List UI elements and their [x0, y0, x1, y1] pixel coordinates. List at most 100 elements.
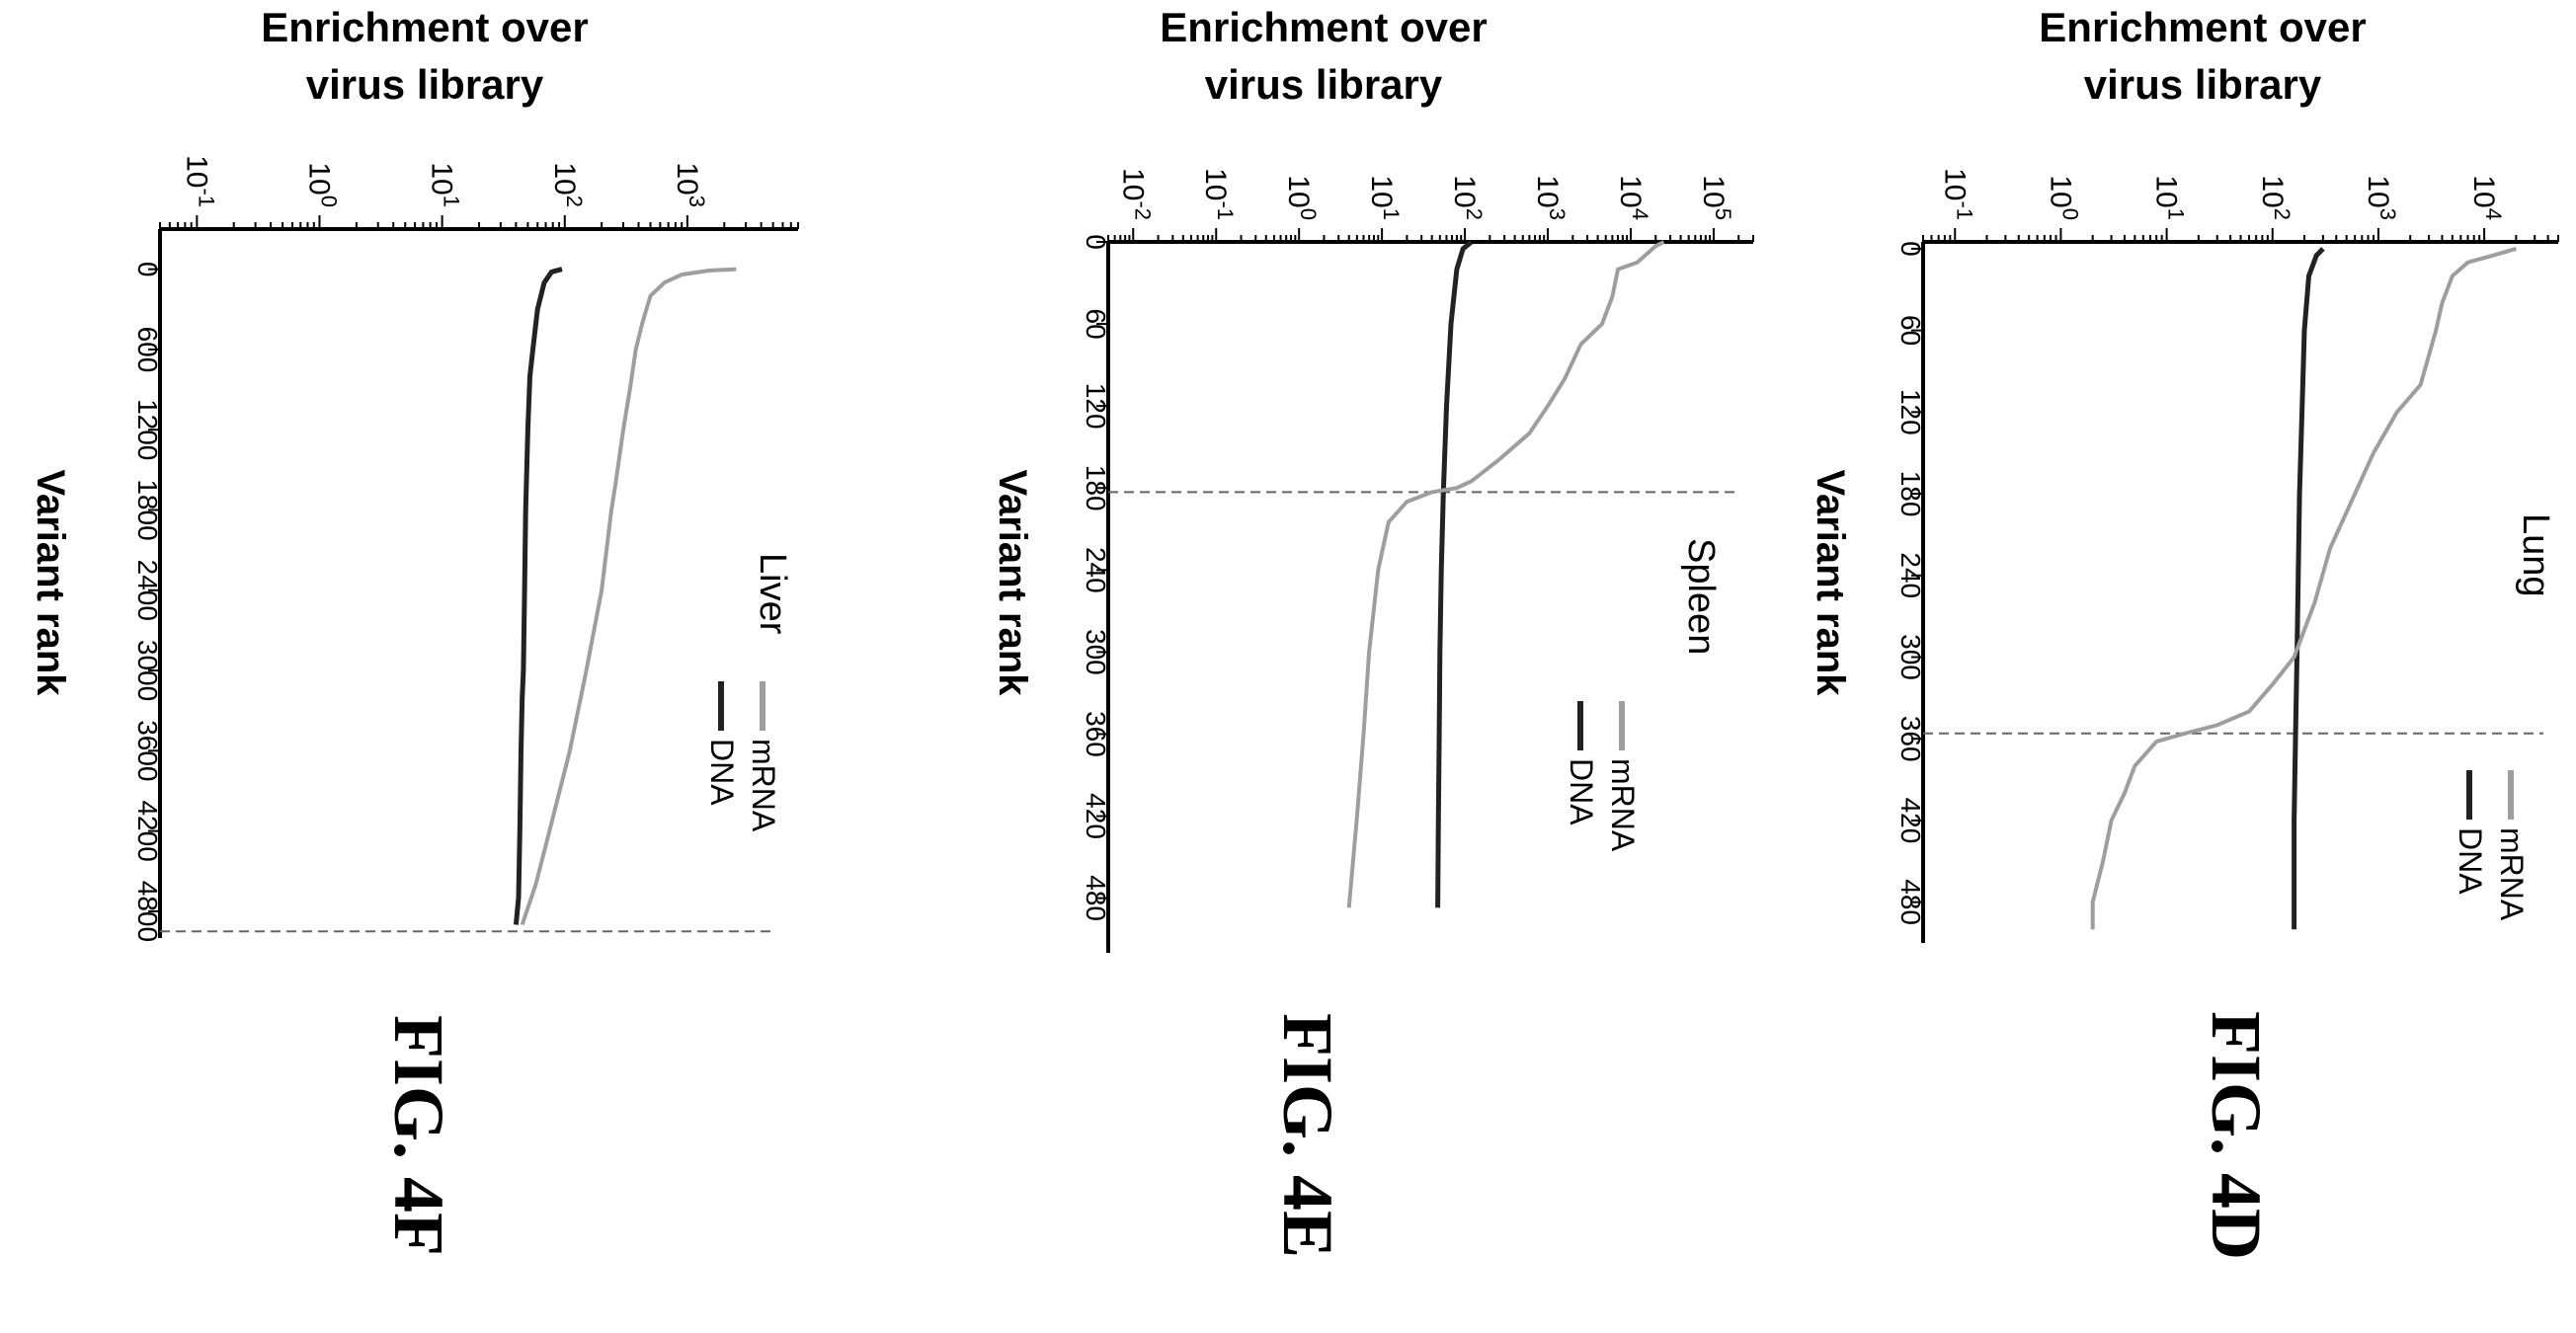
tick-exponent: 1	[1379, 208, 1404, 220]
tick-base: 10	[1697, 175, 1730, 207]
rank-tick-label: 1800	[132, 479, 163, 540]
value-tick-label-text: 103	[1531, 175, 1570, 220]
y-axis-title-line-1: Enrichment over	[261, 4, 588, 50]
rank-tick-label-text: 360	[1895, 716, 1926, 762]
y-axis-title-line-1: Enrichment over	[2039, 4, 2366, 50]
value-tick-label-text: 101	[426, 162, 464, 207]
legend: DNA mRNA	[1564, 701, 1641, 852]
tick-exponent: 2	[562, 196, 587, 207]
rank-tick-label: 240	[1895, 552, 1926, 598]
rank-tick-label-text: 60	[1081, 308, 1111, 339]
x-axis-title-text: Variant rank	[29, 469, 72, 696]
rank-tick-label: 300	[1081, 629, 1111, 675]
figure-label-text: FIG. 4E	[1268, 1013, 1347, 1258]
rank-tick-label: 180	[1895, 471, 1926, 517]
value-tick-label: 10-2	[1116, 168, 1155, 220]
rank-tick-label: 180	[1081, 465, 1111, 511]
series-line-mrna	[2090, 246, 2517, 930]
value-tick-label-text: 10-1	[1199, 168, 1238, 220]
tick-base: 10	[671, 162, 703, 195]
rank-tick-label: 1200	[132, 399, 163, 460]
rank-tick-label: 60	[1895, 315, 1926, 346]
rank-tick-label-text: 360	[1081, 711, 1111, 757]
rank-tick-label: 0	[1895, 241, 1926, 257]
figure-label: FIG. 4D	[2197, 1011, 2276, 1260]
legend-label-mrna: mRNA	[746, 739, 781, 832]
value-tick-label-text: 101	[2150, 175, 2189, 220]
legend-label-dna: DNA	[2453, 827, 2488, 895]
tick-base: 10	[548, 162, 581, 195]
series-line-mrna	[1346, 240, 1665, 908]
rank-tick-label: 120	[1081, 383, 1111, 430]
legend: DNA mRNA	[704, 681, 781, 832]
rank-tick-label-text: 600	[132, 327, 163, 373]
rank-tick-label: 600	[132, 327, 163, 373]
rank-tick-label: 480	[1081, 875, 1111, 921]
rank-tick-label-text: 60	[1895, 315, 1926, 346]
rank-tick-label: 360	[1895, 716, 1926, 762]
panel-label-text: Lung	[2515, 513, 2556, 597]
rank-tick-label: 420	[1081, 793, 1111, 839]
y-axis-title-line-2: virus library	[306, 61, 544, 108]
rank-tick-label: 2400	[132, 560, 163, 621]
tick-base: 10	[1448, 175, 1481, 207]
value-tick-label: 10-1	[180, 155, 218, 207]
panel-label: Lung	[2515, 513, 2556, 597]
rank-tick-label: 0	[132, 262, 163, 277]
panel-label: Spleen	[1680, 538, 1722, 655]
tick-exponent: 4	[1628, 208, 1652, 220]
value-tick-label: 102	[1448, 175, 1487, 220]
tick-exponent: -2	[1130, 200, 1155, 220]
rank-tick-label-text: 0	[1895, 241, 1926, 257]
value-tick-label: 102	[548, 162, 587, 207]
value-tick-label-text: 104	[1614, 175, 1652, 220]
panel-label: Liver	[752, 553, 793, 635]
rank-tick-label: 300	[1895, 634, 1926, 680]
value-tick-label-text: 102	[548, 162, 587, 207]
figure-label-text: FIG. 4D	[2197, 1011, 2276, 1260]
value-tick-label: 101	[1365, 175, 1404, 220]
tick-exponent: 1	[440, 196, 464, 207]
rank-tick-label-text: 180	[1895, 471, 1926, 517]
rank-tick-label-text: 2400	[132, 560, 163, 621]
value-tick-label: 100	[2044, 175, 2082, 220]
tick-base: 10	[180, 155, 212, 188]
tick-exponent: 3	[2375, 208, 2400, 220]
tick-exponent: 2	[1462, 208, 1487, 220]
rank-tick-label: 240	[1081, 547, 1111, 593]
value-tick-label: 103	[671, 162, 709, 207]
tick-base: 10	[1365, 175, 1398, 207]
x-axis-title: Variant rank	[991, 469, 1034, 696]
tick-base: 10	[2150, 175, 2183, 207]
rank-tick-label-text: 0	[1081, 234, 1111, 250]
rank-tick-label-text: 120	[1081, 383, 1111, 430]
rank-tick-label-text: 180	[1081, 465, 1111, 511]
rank-tick-label-text: 240	[1081, 547, 1111, 593]
x-axis-title: Variant rank	[29, 469, 72, 696]
figure-label-text: FIG. 4F	[379, 1015, 458, 1256]
series-line-mrna	[520, 267, 737, 926]
rank-tick-label: 120	[1895, 389, 1926, 435]
value-tick-label-text: 100	[303, 162, 342, 207]
value-tick-label-text: 101	[1365, 175, 1404, 220]
rank-tick-label-text: 420	[1081, 793, 1111, 839]
tick-base: 10	[1282, 175, 1315, 207]
tick-base: 10	[1116, 168, 1149, 200]
rank-tick-label: 4200	[132, 800, 163, 861]
x-axis-title-text: Variant rank	[991, 469, 1034, 696]
tick-exponent: 0	[317, 196, 342, 207]
legend: DNA mRNA	[2453, 770, 2530, 921]
value-tick-label: 100	[303, 162, 342, 207]
value-tick-label-text: 103	[2362, 175, 2400, 220]
x-axis-title: Variant rank	[1809, 469, 1852, 696]
tick-base: 10	[1938, 168, 1971, 200]
legend-label-mrna: mRNA	[1605, 758, 1641, 852]
value-tick-label: 104	[1614, 175, 1652, 220]
rank-tick-label-text: 4800	[132, 881, 163, 942]
value-tick-label-text: 100	[1282, 175, 1321, 220]
tick-exponent: 2	[2270, 208, 2294, 220]
rank-tick-label: 4800	[132, 881, 163, 942]
series-line-dna	[2292, 247, 2325, 930]
